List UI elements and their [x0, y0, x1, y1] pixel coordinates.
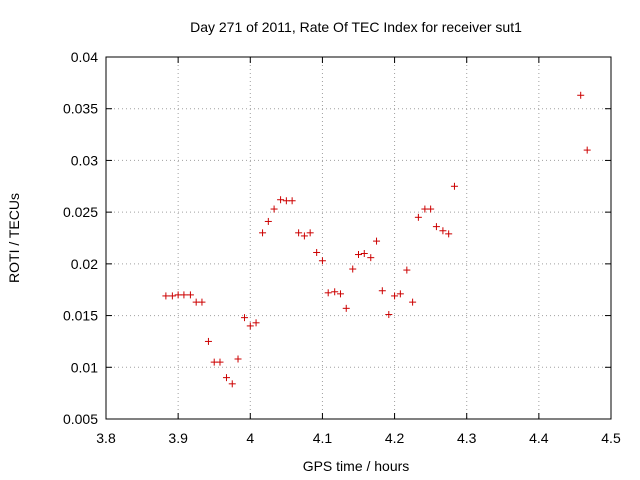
- x-axis-label: GPS time / hours: [303, 458, 410, 474]
- data-point: [300, 232, 308, 240]
- data-point: [313, 248, 321, 256]
- data-point: [264, 217, 272, 225]
- axis-ticks: [105, 56, 612, 420]
- data-point: [204, 337, 212, 345]
- data-point: [216, 358, 224, 366]
- data-point: [324, 289, 332, 297]
- data-point: [396, 290, 404, 298]
- y-tick-label: 0.02: [71, 256, 98, 272]
- data-point: [168, 292, 176, 300]
- y-axis-label: ROTI / TECUs: [6, 193, 22, 283]
- y-tick-label: 0.03: [71, 152, 98, 168]
- y-tick-labels: 0.005 0.01 0.015 0.02 0.025 0.03 0.035 0.04: [63, 49, 98, 427]
- data-point: [318, 257, 326, 265]
- data-point: [577, 91, 585, 99]
- data-point: [439, 227, 447, 235]
- y-tick-label: 0.01: [71, 359, 98, 375]
- x-tick-label: 4: [246, 430, 254, 446]
- data-point: [306, 229, 314, 237]
- plot-frame: [105, 56, 612, 420]
- y-tick-label: 0.04: [71, 49, 98, 65]
- x-tick-label: 4.2: [385, 430, 405, 446]
- data-point: [445, 230, 453, 238]
- x-tick-label: 3.8: [96, 430, 116, 446]
- data-point: [373, 237, 381, 245]
- data-point: [414, 213, 422, 221]
- data-point: [385, 311, 393, 319]
- data-points: [162, 91, 591, 388]
- data-point: [432, 223, 440, 231]
- x-tick-label: 4.4: [529, 430, 549, 446]
- x-tick-label: 4.3: [457, 430, 477, 446]
- data-point: [295, 229, 303, 237]
- data-point: [367, 254, 375, 262]
- grid: [106, 57, 611, 419]
- data-point: [391, 292, 399, 300]
- data-point: [162, 292, 170, 300]
- data-point: [234, 355, 242, 363]
- x-tick-labels: 3.8 3.9 4 4.1 4.2 4.3 4.4 4.5: [96, 430, 621, 446]
- x-tick-label: 3.9: [168, 430, 188, 446]
- y-tick-label: 0.025: [63, 204, 98, 220]
- data-point: [403, 266, 411, 274]
- data-point: [222, 374, 230, 382]
- data-point: [186, 291, 194, 299]
- y-tick-label: 0.035: [63, 101, 98, 117]
- y-tick-label: 0.015: [63, 308, 98, 324]
- data-point: [198, 298, 206, 306]
- data-point: [336, 290, 344, 298]
- data-point: [355, 251, 362, 259]
- data-point: [378, 287, 386, 295]
- data-point: [228, 380, 236, 388]
- chart-title: Day 271 of 2011, Rate Of TEC Index for r…: [190, 19, 522, 35]
- x-tick-label: 4.1: [313, 430, 333, 446]
- data-point: [277, 196, 285, 204]
- data-point: [180, 291, 188, 299]
- y-tick-label: 0.005: [63, 411, 98, 427]
- data-point: [349, 265, 357, 273]
- data-point: [252, 319, 260, 327]
- data-point: [427, 205, 435, 213]
- data-point: [246, 322, 254, 330]
- data-point: [288, 197, 296, 205]
- data-point: [409, 298, 417, 306]
- data-point: [450, 182, 458, 190]
- data-point: [342, 304, 350, 312]
- data-point: [360, 250, 368, 258]
- data-point: [583, 146, 591, 154]
- data-point: [270, 205, 278, 213]
- data-point: [241, 314, 249, 322]
- x-tick-label: 4.5: [601, 430, 621, 446]
- data-point: [331, 288, 339, 296]
- data-point: [259, 229, 267, 237]
